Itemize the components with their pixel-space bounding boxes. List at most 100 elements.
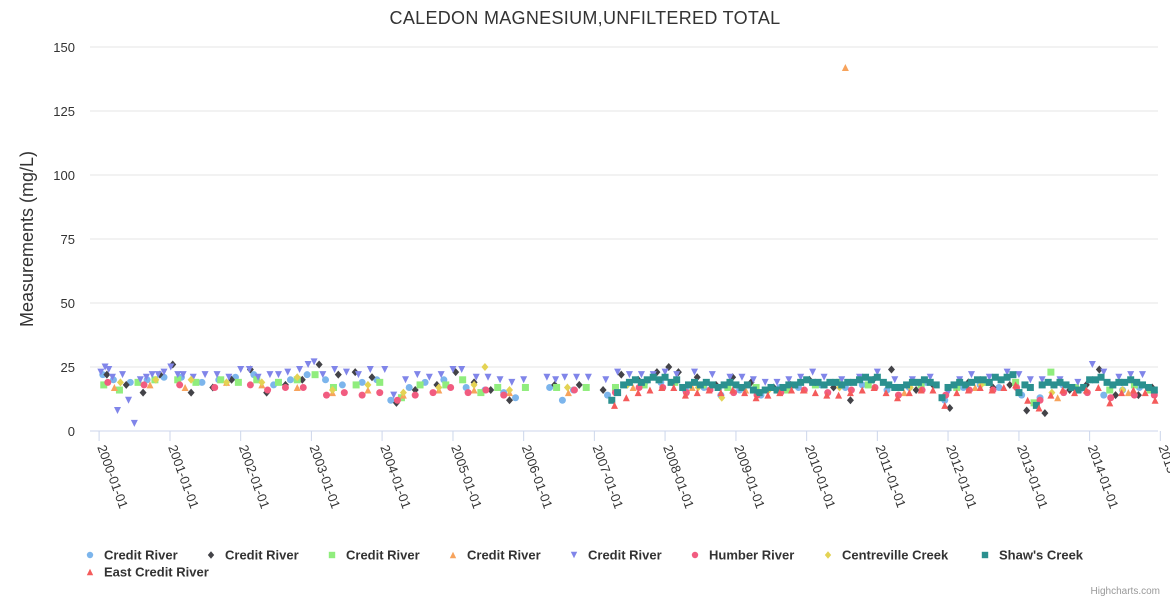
data-point: [617, 370, 625, 379]
data-point: [237, 366, 245, 374]
data-point: [142, 373, 150, 381]
data-point: [841, 63, 849, 71]
data-point: [917, 386, 925, 394]
legend-symbol: [207, 551, 215, 559]
legend-label[interactable]: Credit River: [104, 548, 178, 563]
data-point: [785, 376, 793, 384]
data-point: [720, 381, 728, 389]
data-point: [1133, 378, 1141, 386]
data-point: [1094, 383, 1102, 391]
data-point: [160, 368, 168, 376]
data-point: [611, 383, 619, 391]
data-point: [97, 368, 105, 376]
x-axis: 2000-01-01 2001-01-01 2002-01-01 2003-01-01…: [94, 431, 1170, 511]
data-point: [1003, 373, 1011, 381]
data-point: [625, 371, 633, 379]
data-point: [705, 386, 713, 394]
data-point: [425, 373, 433, 381]
data-point: [893, 394, 901, 402]
data-point: [1109, 381, 1117, 389]
data-point: [691, 378, 699, 386]
data-point: [286, 376, 294, 384]
data-point: [449, 366, 457, 374]
series-3: [110, 63, 1132, 402]
data-point: [741, 389, 749, 397]
data-point: [688, 383, 696, 391]
data-point: [152, 375, 160, 384]
data-point: [139, 388, 147, 397]
legend-item[interactable]: Credit River: [86, 548, 178, 563]
data-point: [1100, 391, 1108, 399]
data-point: [104, 378, 112, 386]
legend-label[interactable]: Credit River: [225, 548, 299, 563]
y-tick-label: 75: [61, 232, 75, 247]
data-point: [684, 381, 692, 389]
legend-label[interactable]: Credit River: [467, 548, 541, 563]
data-point: [1141, 389, 1149, 397]
legend-symbol: [691, 551, 699, 559]
legend-item[interactable]: East Credit River: [86, 565, 209, 580]
data-point: [726, 378, 734, 386]
data-point: [1129, 386, 1137, 394]
legend[interactable]: Credit River Credit River Credit River Cred…: [86, 548, 1084, 580]
data-point: [1047, 391, 1055, 399]
data-point: [119, 371, 127, 379]
data-point: [100, 381, 108, 389]
legend-label[interactable]: Credit River: [588, 548, 662, 563]
legend-item[interactable]: Centreville Creek: [824, 548, 949, 563]
legend-label[interactable]: East Credit River: [104, 565, 209, 580]
legend-label[interactable]: Humber River: [709, 548, 794, 563]
data-point: [811, 389, 819, 397]
data-point: [234, 378, 242, 386]
data-point: [779, 383, 787, 391]
data-point: [846, 389, 854, 397]
data-point: [776, 389, 784, 397]
data-point: [245, 366, 253, 374]
data-point: [411, 391, 419, 399]
legend-item[interactable]: Credit River: [449, 548, 541, 563]
data-point: [702, 378, 710, 386]
data-point: [1041, 409, 1049, 418]
legend-item[interactable]: Credit River: [207, 548, 299, 563]
data-point: [614, 368, 622, 376]
legend-label[interactable]: Credit River: [346, 548, 420, 563]
legend-label[interactable]: Shaw's Creek: [999, 548, 1084, 563]
data-point: [508, 378, 516, 386]
data-point: [856, 376, 864, 384]
legend-item[interactable]: Shaw's Creek: [981, 548, 1084, 563]
data-point: [254, 373, 262, 381]
data-point: [929, 386, 937, 394]
data-point: [458, 366, 466, 374]
data-point: [732, 381, 740, 389]
data-point: [322, 391, 330, 399]
data-point: [447, 383, 455, 391]
data-point: [995, 383, 1003, 391]
data-point: [1080, 383, 1088, 391]
credits-link[interactable]: Highcharts.com: [1091, 586, 1160, 597]
data-point: [667, 378, 675, 386]
data-point: [482, 386, 490, 394]
data-point: [1107, 394, 1115, 402]
data-point: [364, 386, 372, 394]
data-point: [1044, 378, 1052, 386]
data-point: [1003, 368, 1011, 376]
data-point: [614, 389, 622, 397]
data-point: [1050, 381, 1058, 389]
data-point: [393, 396, 401, 404]
data-point: [693, 389, 701, 397]
data-point: [729, 386, 737, 394]
legend-item[interactable]: Humber River: [691, 548, 794, 563]
data-point: [311, 371, 319, 379]
data-point: [764, 391, 772, 399]
legend-label[interactable]: Centreville Creek: [842, 548, 949, 563]
data-point: [342, 368, 350, 376]
data-point: [788, 386, 796, 394]
data-point: [553, 383, 561, 391]
data-point: [944, 383, 952, 391]
data-point: [187, 375, 195, 384]
data-point: [891, 383, 899, 391]
legend-item[interactable]: Credit River: [328, 548, 420, 563]
legend-item[interactable]: Credit River: [570, 548, 662, 563]
data-point: [1100, 368, 1108, 376]
data-point: [658, 383, 666, 391]
